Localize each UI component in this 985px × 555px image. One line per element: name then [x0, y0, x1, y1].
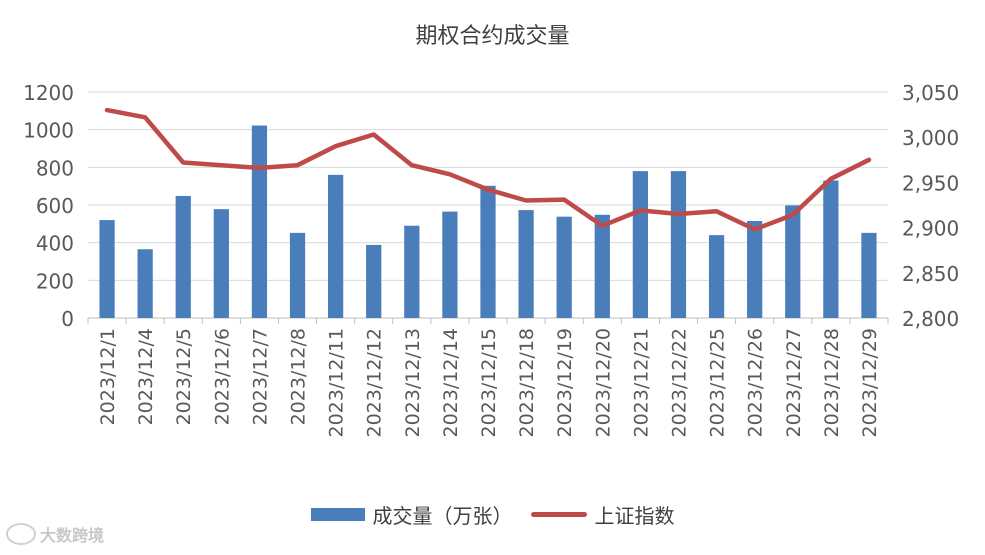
watermark-logo-icon — [6, 523, 36, 545]
y-left-tick-label: 1200 — [23, 81, 74, 105]
legend-item-index: 上证指数 — [530, 500, 675, 529]
bar — [404, 225, 420, 318]
y-right-tick-label: 3,000 — [902, 126, 959, 150]
bar — [442, 211, 458, 318]
x-tick-label: 2023/12/13 — [402, 328, 424, 438]
bar — [670, 171, 687, 318]
bar — [632, 171, 648, 318]
x-tick-label: 2023/12/27 — [783, 328, 805, 438]
y-left-tick-label: 1000 — [23, 119, 74, 143]
y-right-tick-label: 2,800 — [902, 307, 959, 331]
x-tick-label: 2023/12/20 — [592, 328, 614, 438]
x-tick-label: 2023/12/4 — [135, 328, 157, 425]
x-tick-label: 2023/12/8 — [288, 328, 310, 425]
y-left-tick-label: 0 — [61, 307, 74, 331]
y-left-tick-label: 600 — [36, 194, 74, 218]
bar — [785, 205, 801, 318]
watermark: 大数跨境 — [6, 522, 104, 546]
bar — [213, 209, 229, 318]
bar — [289, 232, 306, 318]
x-tick-label: 2023/12/28 — [821, 328, 843, 438]
x-tick-label: 2023/12/29 — [859, 328, 881, 438]
y-right-tick-label: 2,850 — [902, 262, 959, 286]
y-left-tick-label: 800 — [36, 156, 74, 180]
x-tick-label: 2023/12/22 — [668, 328, 690, 438]
bar — [861, 232, 877, 318]
bar — [137, 249, 153, 318]
bar — [823, 180, 839, 318]
bar — [556, 216, 572, 318]
legend-line-swatch — [530, 511, 587, 517]
y-right-tick-label: 3,050 — [902, 81, 959, 105]
y-left-tick-label: 400 — [36, 232, 74, 256]
series-line — [104, 107, 872, 232]
x-tick-label: 2023/12/25 — [707, 328, 729, 438]
x-tick-label: 2023/12/19 — [554, 328, 576, 438]
x-tick-label: 2023/12/5 — [173, 328, 195, 425]
bar — [518, 210, 534, 318]
legend-label-volume: 成交量（万张） — [372, 503, 513, 528]
bar — [747, 221, 763, 318]
bar — [480, 185, 496, 318]
bar — [366, 244, 382, 318]
y-left-tick-label: 200 — [36, 269, 74, 293]
bar — [708, 235, 725, 318]
x-tick-label: 2023/12/18 — [516, 328, 538, 438]
x-tick-label: 2023/12/1 — [97, 328, 119, 425]
y-right-tick-label: 2,950 — [902, 171, 959, 195]
bar — [99, 220, 115, 318]
x-tick-label: 2023/12/11 — [326, 328, 348, 438]
bar — [251, 125, 268, 318]
x-tick-label: 2023/12/14 — [440, 328, 462, 438]
legend-label-index: 上证指数 — [594, 503, 675, 528]
watermark-text: 大数跨境 — [40, 526, 105, 545]
y-right-tick-label: 2,900 — [902, 217, 959, 241]
chart-title: 期权合约成交量 — [415, 24, 570, 49]
x-tick-label: 2023/12/21 — [630, 328, 652, 438]
legend-bar-swatch — [310, 507, 365, 521]
legend-item-volume: 成交量（万张） — [310, 500, 513, 529]
bar — [328, 174, 344, 318]
x-tick-label: 2023/12/15 — [478, 328, 500, 438]
x-tick-label: 2023/12/26 — [745, 328, 767, 438]
bar — [594, 214, 610, 318]
x-tick-label: 2023/12/7 — [249, 328, 271, 425]
bar — [175, 195, 191, 318]
x-tick-label: 2023/12/6 — [211, 328, 233, 425]
legend: 成交量（万张） 上证指数 — [0, 498, 985, 530]
x-tick-label: 2023/12/12 — [364, 328, 386, 438]
